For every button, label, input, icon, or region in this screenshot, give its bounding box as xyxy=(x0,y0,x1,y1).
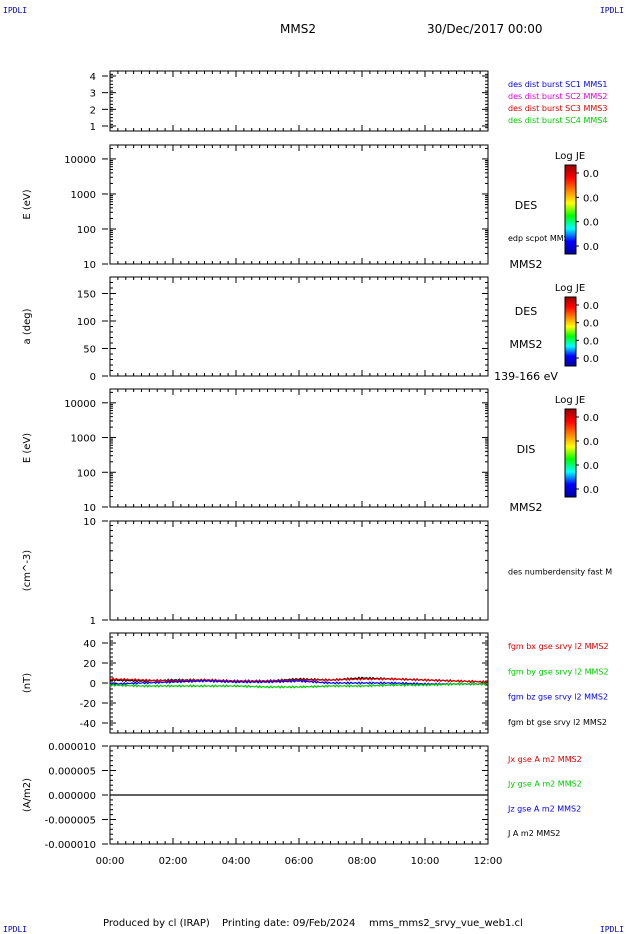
bottom-label: MMS2 xyxy=(510,258,543,271)
y-tick-label: 150 xyxy=(77,290,96,301)
colorbar-tick-label: 0.0 xyxy=(583,354,599,365)
y-tick-label: -0.000010 xyxy=(45,840,96,851)
species-label: DES xyxy=(515,305,537,318)
colorbar-tick-label: 0.0 xyxy=(583,413,599,424)
y-tick-label: 1 xyxy=(90,122,96,133)
panel-frame xyxy=(109,70,489,132)
y-tick-label: 20 xyxy=(83,659,96,670)
y-axis-label: (nT) xyxy=(22,673,33,693)
legend-entry: des dist burst SC2 MMS2 xyxy=(508,92,607,101)
x-tick-label: 00:00 xyxy=(96,856,125,867)
bottom-label: 139-166 eV xyxy=(494,370,558,383)
spacecraft-title: MMS2 xyxy=(280,22,316,36)
x-tick-label: 04:00 xyxy=(222,856,251,867)
y-tick-label: 1 xyxy=(90,616,96,627)
y-axis-label: E (eV) xyxy=(22,189,33,219)
footer-produced-by: Produced by cl (IRAP) xyxy=(103,918,210,929)
y-tick-label: 100 xyxy=(77,468,96,479)
legend-entry: Jy gse A m2 MMS2 xyxy=(507,780,582,789)
panel-frame xyxy=(109,520,489,621)
x-tick-label: 06:00 xyxy=(285,856,314,867)
x-tick-label: 08:00 xyxy=(348,856,377,867)
corner-label-bottom-right: IPDLI xyxy=(599,925,624,934)
y-tick-label: 3 xyxy=(90,89,96,100)
corner-label-top-right: IPDLI xyxy=(599,6,624,15)
spacecraft-label: MMS2 xyxy=(510,338,543,351)
legend-entry: fgm bx gse srvy l2 MMS2 xyxy=(508,642,609,651)
legend-entry: fgm bt gse srvy l2 MMS2 xyxy=(508,718,607,727)
y-axis-label: a (deg) xyxy=(22,308,33,344)
y-tick-label: 0 xyxy=(90,679,96,690)
y-tick-label: 1000 xyxy=(71,434,96,445)
y-tick-label: 0.000005 xyxy=(48,767,96,778)
colorbar-tick-label: 0.0 xyxy=(583,242,599,253)
x-tick-label: 10:00 xyxy=(411,856,440,867)
y-tick-label: 2 xyxy=(90,105,96,116)
series-line xyxy=(109,677,489,684)
y-tick-label: 10 xyxy=(83,260,96,271)
y-tick-label: 4 xyxy=(90,72,96,83)
legend-entry: Jx gse A m2 MMS2 xyxy=(507,755,582,764)
datetime-title: 30/Dec/2017 00:00 xyxy=(427,22,543,36)
footer-file-name: mms_mms2_srvy_vue_web1.cl xyxy=(369,918,523,929)
series-line xyxy=(109,679,489,686)
colorbar-tick-label: 0.0 xyxy=(583,301,599,312)
y-tick-label: 0.000000 xyxy=(48,791,96,802)
y-tick-label: 10000 xyxy=(64,399,96,410)
species-label: DIS xyxy=(517,443,536,456)
x-tick-label: 02:00 xyxy=(159,856,188,867)
y-tick-label: -0.000005 xyxy=(45,816,96,827)
y-tick-label: 10 xyxy=(83,503,96,514)
y-tick-label: 0 xyxy=(90,372,96,383)
legend-entry: des numberdensity fast M xyxy=(508,568,612,577)
y-tick-label: 50 xyxy=(83,345,96,356)
colorbar-tick-label: 0.0 xyxy=(583,336,599,347)
legend-entry: fgm by gse srvy l2 MMS2 xyxy=(508,667,609,676)
bottom-label: MMS2 xyxy=(510,501,543,514)
x-tick-label: 12:00 xyxy=(474,856,503,867)
colorbar-tick-label: 0.0 xyxy=(583,461,599,472)
y-tick-label: 0.000010 xyxy=(48,742,96,753)
colorbar-tick-label: 0.0 xyxy=(583,169,599,180)
colorbar-tick-label: 0.0 xyxy=(583,485,599,496)
legend-entry: des dist burst SC1 MMS1 xyxy=(508,80,607,89)
legend-entry: J A m2 MMS2 xyxy=(507,829,560,838)
species-label: DES xyxy=(515,199,537,212)
legend-entry: des dist burst SC4 MMS4 xyxy=(508,116,607,125)
colorbar xyxy=(564,408,577,498)
colorbar-title: Log JE xyxy=(555,395,585,406)
panel-frame xyxy=(109,276,489,377)
legend-entry: des dist burst SC3 MMS3 xyxy=(508,104,607,113)
y-tick-label: 40 xyxy=(83,639,96,650)
legend-entry: fgm bz gse srvy l2 MMS2 xyxy=(508,693,608,702)
footer-printing-date: Printing date: 09/Feb/2024 xyxy=(222,918,356,929)
y-tick-label: 10000 xyxy=(64,155,96,166)
colorbar xyxy=(564,296,577,367)
y-axis-label: (A/m2) xyxy=(22,778,33,812)
y-tick-label: 100 xyxy=(77,317,96,328)
panel-frame xyxy=(109,388,489,508)
colorbar-tick-label: 0.0 xyxy=(583,193,599,204)
corner-label-bottom-left: IPDLI xyxy=(3,925,28,934)
y-axis-label: E (eV) xyxy=(22,433,33,463)
y-tick-label: 1000 xyxy=(71,190,96,201)
y-tick-label: -20 xyxy=(80,699,96,710)
colorbar xyxy=(564,164,577,255)
y-tick-label: -40 xyxy=(80,719,96,730)
panel-frame xyxy=(109,144,489,265)
colorbar-tick-label: 0.0 xyxy=(583,437,599,448)
y-tick-label: 10 xyxy=(83,517,96,528)
colorbar-tick-label: 0.0 xyxy=(583,319,599,330)
y-axis-label: (cm^-3) xyxy=(22,550,33,591)
corner-label-top-left: IPDLI xyxy=(3,6,28,15)
overlay-label: edp scpot MMS2 xyxy=(508,234,574,243)
colorbar-title: Log JE xyxy=(555,151,585,162)
series-line xyxy=(109,682,489,689)
y-tick-label: 100 xyxy=(77,225,96,236)
legend-entry: Jz gse A m2 MMS2 xyxy=(507,804,581,813)
colorbar-tick-label: 0.0 xyxy=(583,218,599,229)
colorbar-title: Log JE xyxy=(555,283,585,294)
